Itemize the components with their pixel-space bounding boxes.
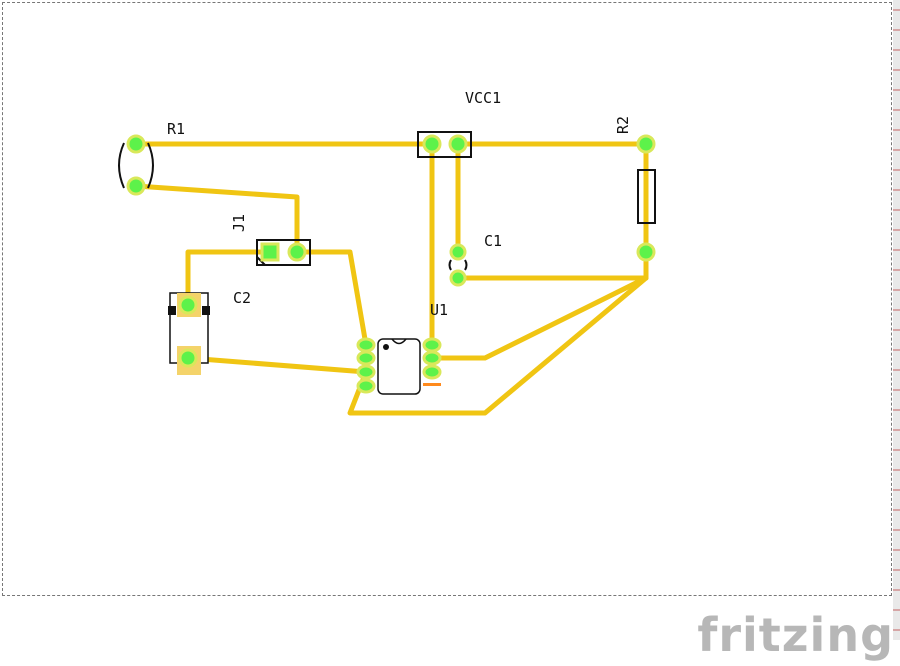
r2-pad-2[interactable] bbox=[636, 242, 656, 262]
r2-label: R2 bbox=[614, 116, 632, 134]
c2-pad-1[interactable] bbox=[178, 295, 198, 315]
j1-label: J1 bbox=[230, 214, 248, 232]
r1-silkscreen-right bbox=[147, 142, 154, 189]
r1-label: R1 bbox=[167, 120, 185, 138]
trace-c1-r2[interactable] bbox=[455, 249, 649, 281]
u1-label: U1 bbox=[430, 301, 448, 319]
u1-orange-mark bbox=[423, 383, 441, 386]
component-r1[interactable]: R1 bbox=[118, 120, 185, 196]
u1-notch bbox=[391, 338, 407, 345]
c1-pad-1[interactable] bbox=[449, 243, 467, 261]
trace-r2-u1-b[interactable] bbox=[347, 275, 649, 416]
c1-pad-2[interactable] bbox=[449, 269, 467, 287]
r2-body-outline bbox=[637, 169, 656, 224]
vcc1-pad-2[interactable] bbox=[448, 134, 468, 154]
r1-pad-1[interactable] bbox=[126, 134, 146, 154]
c2-polarity-bar-left bbox=[168, 306, 176, 315]
u1-pin-7[interactable] bbox=[422, 350, 442, 366]
u1-pin1-dot bbox=[383, 344, 389, 350]
component-c2[interactable]: C2 bbox=[168, 289, 251, 375]
pcb-canvas[interactable]: R1 VCC1 R2 J1 C1 C2 bbox=[0, 0, 900, 600]
component-c1[interactable]: C1 bbox=[448, 232, 503, 287]
vcc1-label: VCC1 bbox=[465, 89, 501, 107]
c1-silkscreen-left bbox=[448, 259, 452, 271]
component-vcc1[interactable]: VCC1 bbox=[417, 89, 501, 158]
u1-pin-2[interactable] bbox=[356, 350, 376, 366]
component-r2[interactable]: R2 bbox=[614, 116, 656, 262]
r1-silkscreen-left bbox=[118, 142, 125, 189]
fritzing-logo: fritzing bbox=[697, 608, 894, 662]
j1-pad-1[interactable] bbox=[260, 242, 280, 262]
c2-label: C2 bbox=[233, 289, 251, 307]
trace-r1-j1[interactable] bbox=[133, 183, 300, 255]
vcc1-outline bbox=[417, 131, 472, 158]
u1-body-outline bbox=[377, 338, 421, 395]
trace-r2-u1-a[interactable] bbox=[429, 275, 649, 361]
trace-j1-u1[interactable] bbox=[294, 249, 369, 348]
c2-polarity-bar-right bbox=[202, 306, 210, 315]
board-edge-ruler bbox=[893, 0, 900, 640]
component-u1[interactable]: U1 bbox=[356, 301, 448, 395]
pcb-board-outline bbox=[2, 2, 892, 596]
trace-c2-u1[interactable] bbox=[185, 355, 369, 375]
c1-silkscreen-right bbox=[464, 259, 468, 271]
r2-pad-1[interactable] bbox=[636, 134, 656, 154]
u1-right-pins bbox=[422, 337, 442, 380]
c2-pad-2[interactable] bbox=[178, 348, 198, 368]
u1-pin-3[interactable] bbox=[356, 364, 376, 380]
u1-pin-8[interactable] bbox=[422, 337, 442, 353]
j1-pad-2[interactable] bbox=[287, 242, 307, 262]
r1-pad-2[interactable] bbox=[126, 176, 146, 196]
u1-pin-4[interactable] bbox=[356, 378, 376, 394]
u1-pin-6[interactable] bbox=[422, 364, 442, 380]
u1-pin-1[interactable] bbox=[356, 337, 376, 353]
j1-outline bbox=[256, 239, 311, 266]
u1-left-pins bbox=[356, 337, 376, 394]
trace-j1-c2[interactable] bbox=[185, 249, 273, 308]
component-j1[interactable]: J1 bbox=[230, 214, 311, 266]
vcc1-pad-1[interactable] bbox=[422, 134, 442, 154]
c1-label: C1 bbox=[484, 232, 502, 250]
